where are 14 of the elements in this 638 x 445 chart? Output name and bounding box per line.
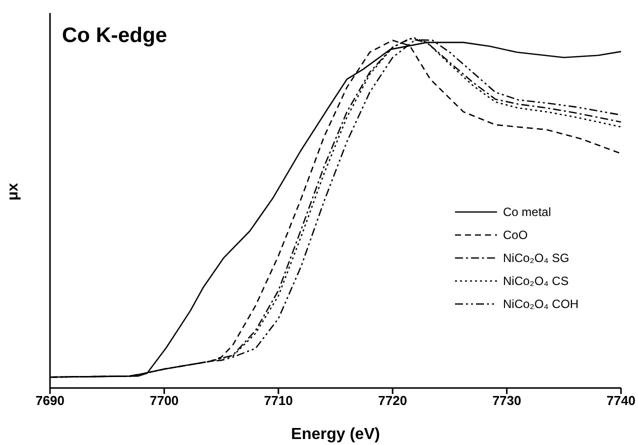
x-tick-label: 7730 [492,393,522,408]
x-tick-label: 7740 [606,393,636,408]
x-tick-label: 7700 [150,393,179,408]
legend-label: Co metal [503,204,552,218]
legend-label: NiCo₂O₄ CS [503,274,569,288]
x-tick-label: 7710 [264,393,293,408]
x-axis-title: Energy (eV) [291,426,380,443]
legend-label: NiCo₂O₄ SG [503,250,570,264]
x-tick-label: 7690 [36,393,64,408]
chart-title: Co K-edge [62,24,167,48]
legend-label: NiCo₂O₄ COH [503,296,579,310]
y-axis-title: μx [4,182,22,200]
x-tick-label: 7720 [378,393,408,408]
legend-label: CoO [503,228,528,242]
